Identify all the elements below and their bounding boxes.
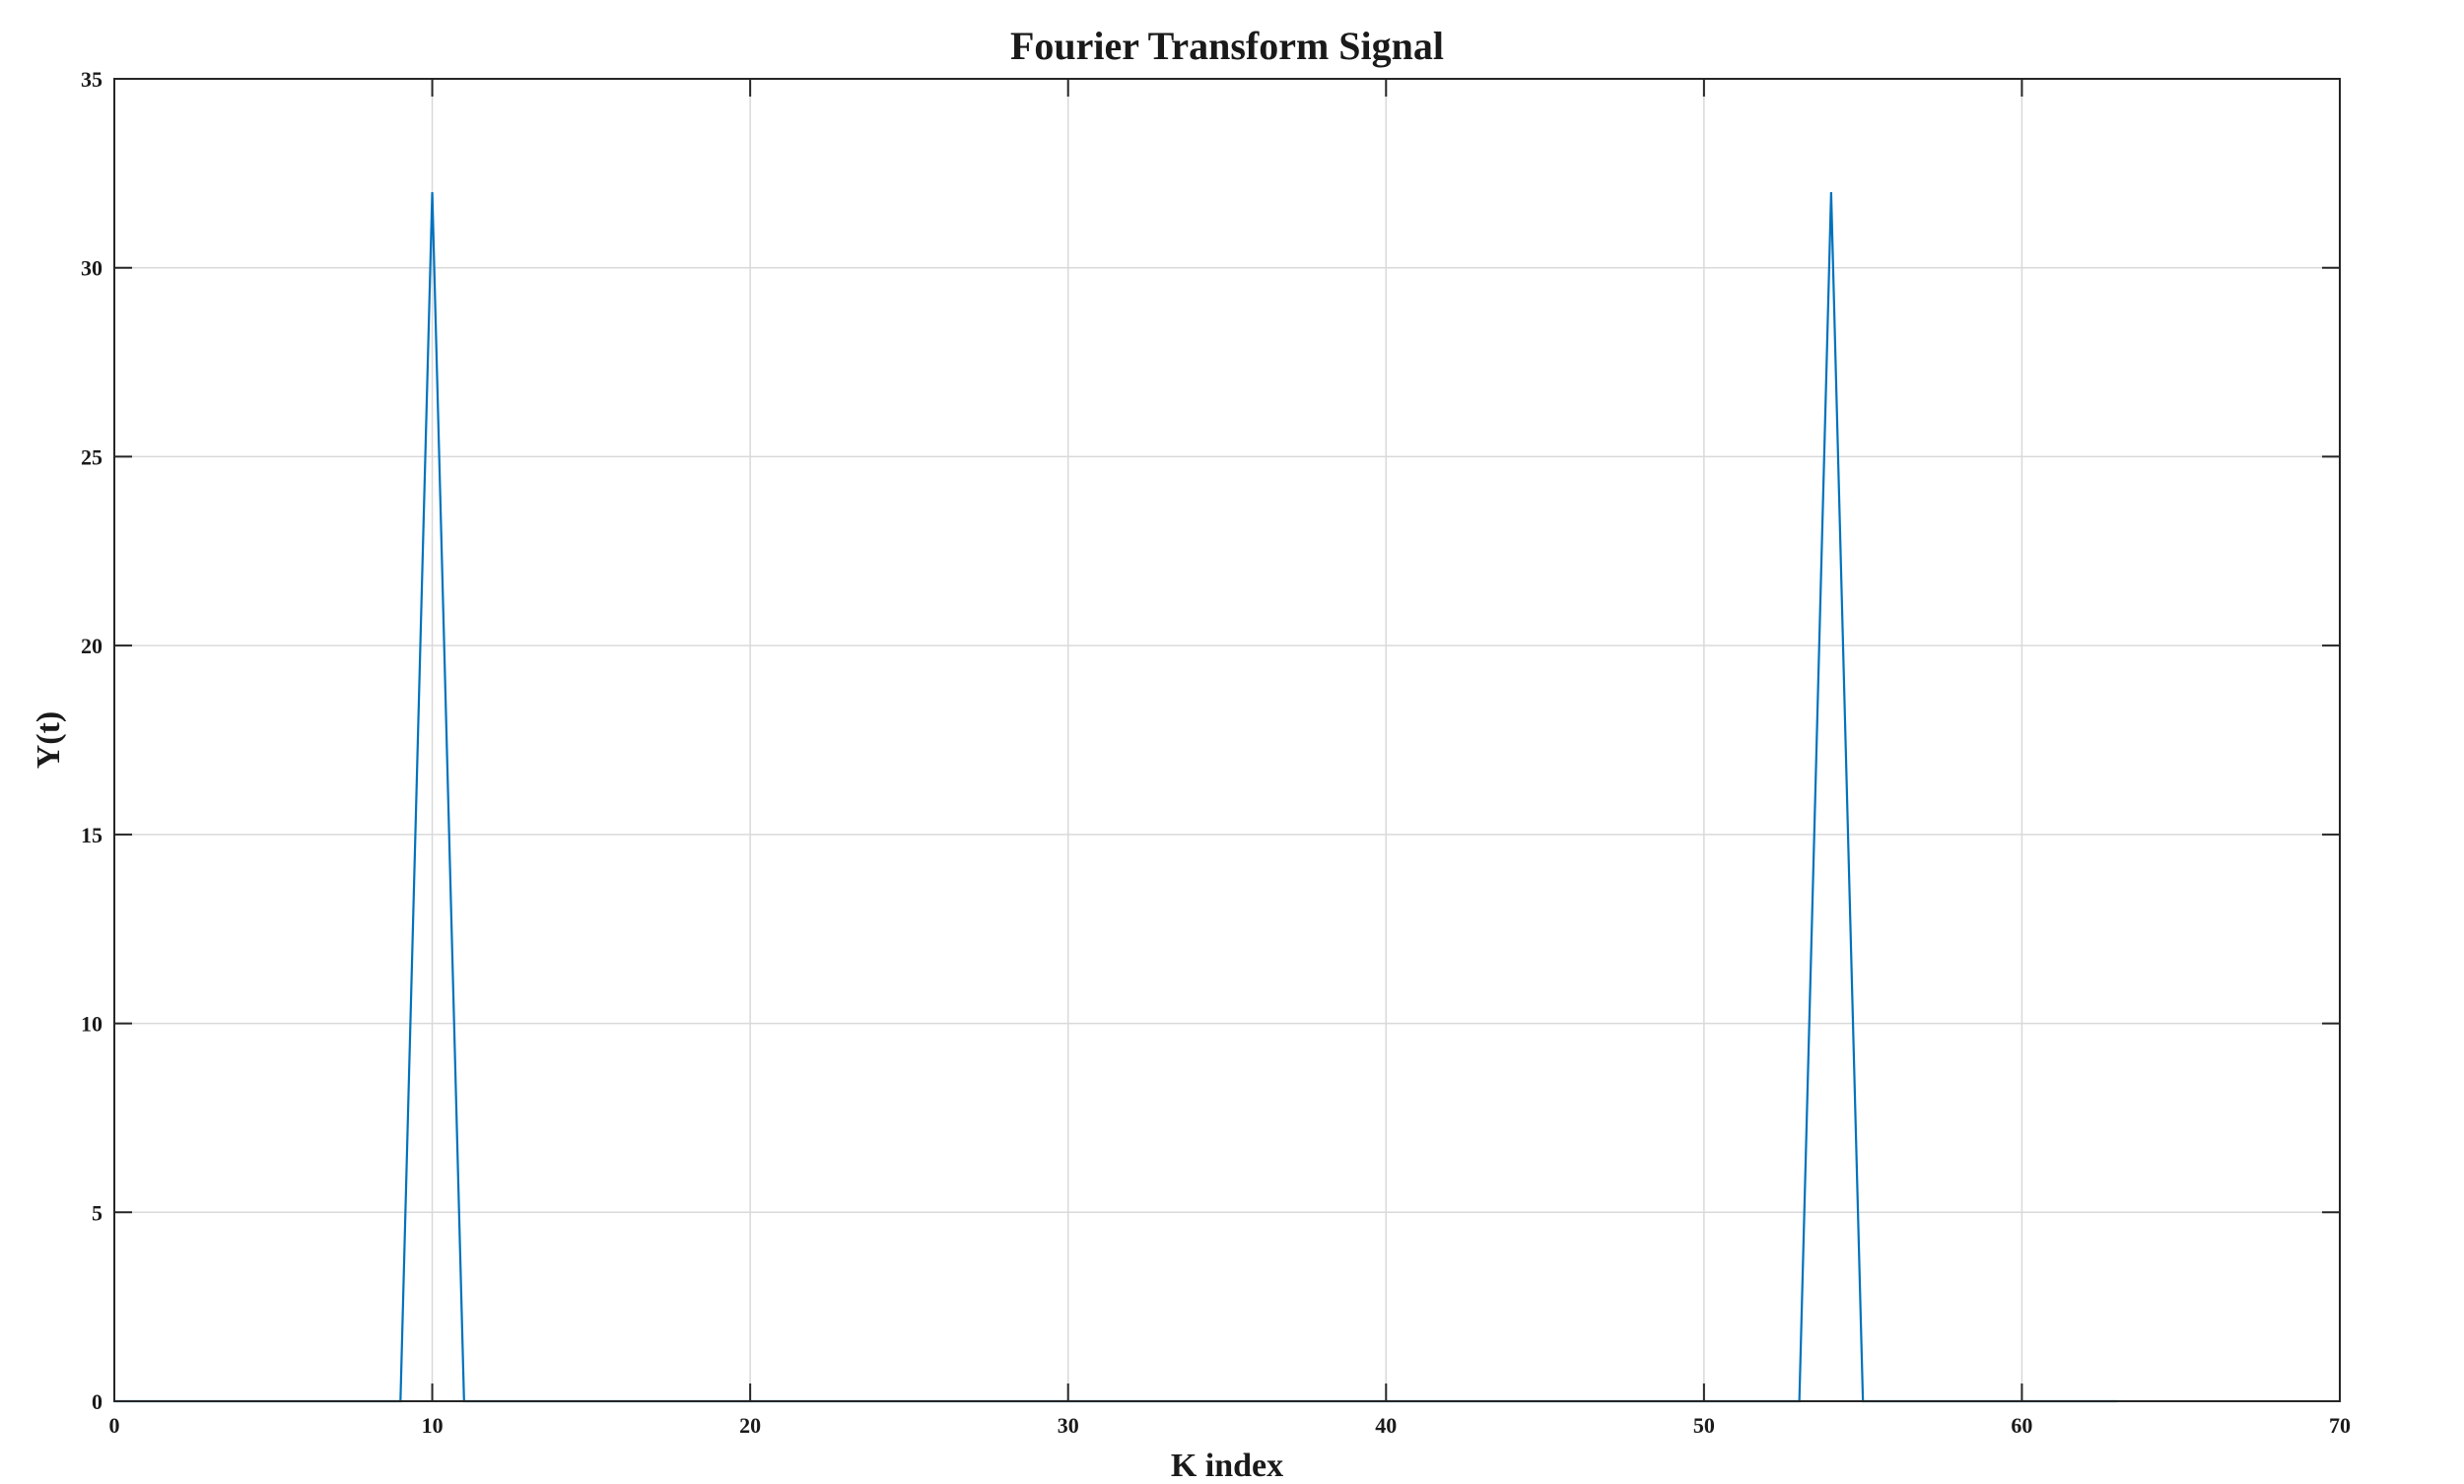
y-tick-label: 35 — [81, 67, 103, 92]
grid-lines — [114, 79, 2340, 1401]
x-axis-label: K index — [1171, 1448, 1283, 1484]
axis-tick-labels: 0 10 20 30 40 50 60 70 0 5 10 15 20 25 30 35 — [81, 67, 2351, 1438]
x-tick-label: 30 — [1058, 1413, 1079, 1438]
plot-frame — [113, 78, 2341, 1402]
y-tick-label: 10 — [81, 1012, 103, 1037]
y-tick-label: 5 — [92, 1200, 103, 1225]
y-tick-label: 25 — [81, 444, 103, 469]
y-tick-label: 30 — [81, 256, 103, 281]
y-tick-label: 15 — [81, 823, 103, 847]
x-tick-label: 60 — [2011, 1413, 2032, 1438]
x-tick-label: 70 — [2329, 1413, 2351, 1438]
x-tick-label: 50 — [1693, 1413, 1715, 1438]
x-tick-label: 20 — [739, 1413, 761, 1438]
x-tick-label: 0 — [109, 1413, 120, 1438]
x-tick-label: 40 — [1375, 1413, 1397, 1438]
y-tick-label: 0 — [92, 1389, 103, 1414]
chart-title: Fourier Transform Signal — [1010, 24, 1444, 68]
y-tick-label: 20 — [81, 634, 103, 658]
axis-ticks — [113, 78, 2341, 1402]
x-tick-label: 10 — [422, 1413, 444, 1438]
y-axis-label: Y(t) — [31, 711, 67, 770]
